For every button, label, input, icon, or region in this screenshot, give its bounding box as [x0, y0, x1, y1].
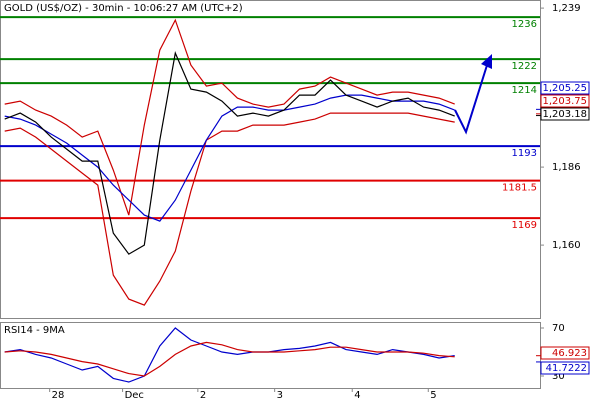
level-label: 1193 — [512, 148, 537, 159]
x-tick-label: Dec — [125, 390, 144, 400]
y-tick-label: 1,160 — [552, 240, 581, 251]
last-value-label: 46.923 — [552, 348, 587, 359]
last-value-box — [540, 94, 590, 108]
x-tick-label: 2 — [200, 390, 206, 400]
level-label: 1214 — [512, 85, 537, 96]
last-value-label: 1,205.25 — [542, 83, 587, 94]
level-label: 1236 — [512, 19, 537, 30]
last-value-label: 1,203.75 — [542, 96, 587, 107]
last-value-label: 1,203.18 — [542, 109, 587, 120]
x-tick-label: 4 — [354, 390, 360, 400]
x-tick-label: 5 — [430, 390, 436, 400]
series-line — [4, 18, 455, 216]
series-line — [4, 51, 455, 255]
series-line — [4, 327, 455, 383]
level-label: 1222 — [512, 61, 537, 72]
forecast-arrow — [454, 54, 492, 135]
y-tick-label: 30 — [552, 371, 565, 382]
rsi-panel — [0, 322, 541, 389]
last-value-box — [540, 107, 590, 121]
series-line — [4, 94, 455, 222]
level-label: 1181.5 — [502, 183, 537, 194]
series-line — [4, 341, 455, 377]
last-value-box — [540, 346, 590, 360]
rsi-title: RSI14 - 9MA — [4, 325, 65, 336]
level-label: 1169 — [512, 220, 537, 231]
series-line — [4, 112, 455, 306]
main-panel — [0, 0, 541, 319]
y-tick-label: 1,186 — [552, 162, 581, 173]
y-tick-label: 1,239 — [552, 3, 581, 14]
last-value-box — [540, 361, 590, 375]
x-tick-label: 28 — [52, 390, 65, 400]
last-value-label: 41.7222 — [546, 363, 587, 374]
last-value-box — [540, 81, 590, 95]
x-tick-label: 3 — [277, 390, 283, 400]
y-tick-label: 70 — [552, 323, 565, 334]
chart-title: GOLD (US$/OZ) - 30min - 10:06:27 AM (UTC… — [4, 3, 243, 14]
